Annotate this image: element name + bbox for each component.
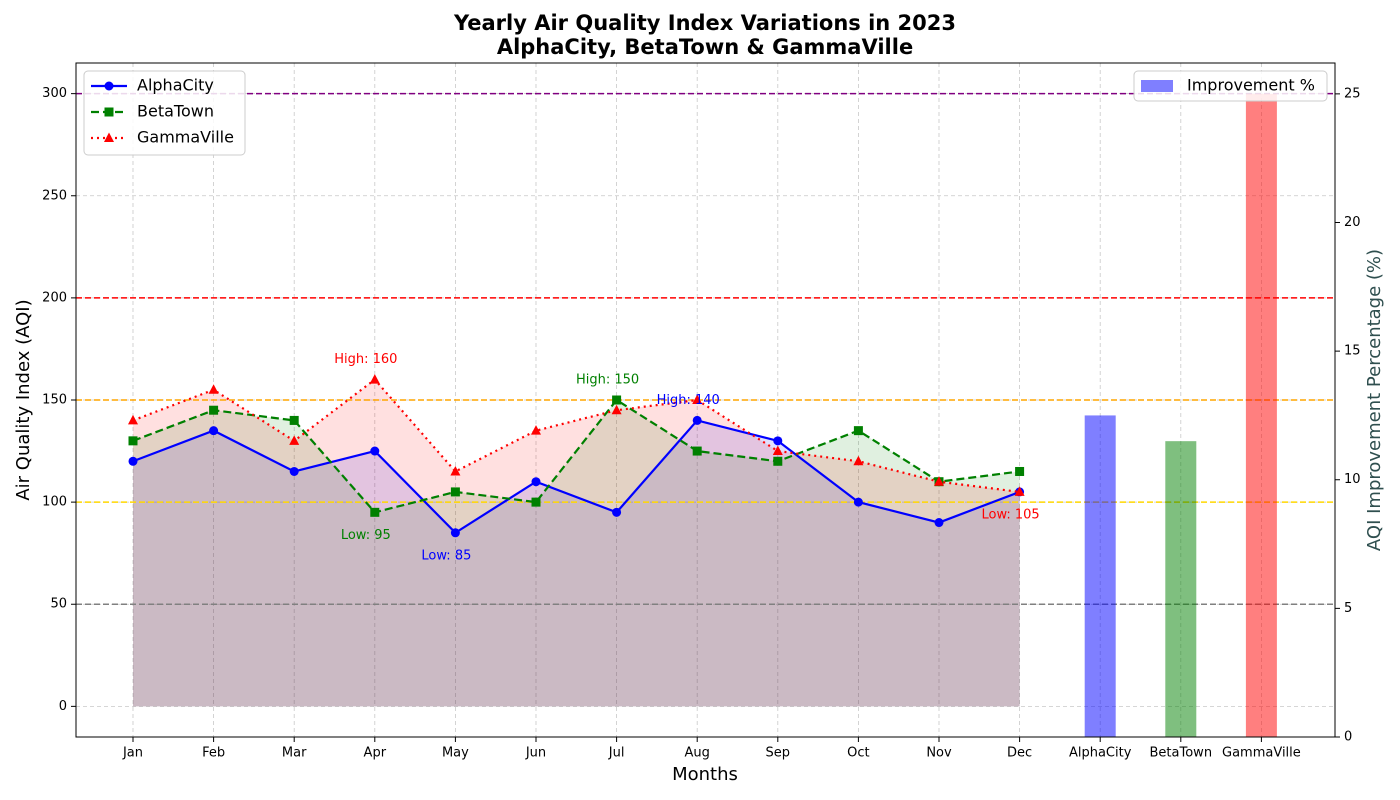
marker: [692, 415, 702, 425]
area: [133, 420, 1020, 707]
y-tick-label: 300: [42, 86, 67, 101]
legend-label: BetaTown: [137, 102, 214, 121]
y-tick-label: 150: [42, 393, 67, 408]
marker: [531, 477, 541, 487]
y2-tick-label: 20: [1344, 215, 1361, 230]
x-tick-label: Mar: [282, 746, 307, 761]
marker: [1014, 486, 1025, 496]
y-tick-label: 200: [42, 290, 67, 305]
y-tick-label: 0: [59, 699, 67, 714]
bar: [1245, 93, 1277, 737]
marker: [692, 394, 703, 404]
x-tick-label: Jan: [122, 746, 143, 761]
x-tick-label: Jun: [525, 746, 546, 761]
annotation: High: 160: [334, 352, 397, 367]
marker: [289, 415, 299, 425]
x-tick-label: Jul: [608, 746, 625, 761]
marker: [1015, 466, 1025, 476]
x-tick-label: Apr: [364, 746, 387, 761]
y-tick-label: 100: [42, 495, 67, 510]
line: [132, 398, 1020, 514]
marker: [289, 466, 299, 476]
marker: [104, 107, 114, 117]
marker: [773, 456, 783, 466]
marker: [128, 456, 138, 466]
area: [133, 379, 1020, 707]
bar: [1084, 415, 1116, 737]
marker: [209, 405, 219, 415]
marker: [289, 435, 300, 445]
x-tick-label: BetaTown: [1150, 746, 1213, 761]
marker: [773, 436, 783, 446]
y2-axis-label: AQI Improvement Percentage (%): [1364, 249, 1385, 551]
x-axis-label: Months: [672, 764, 738, 785]
bar: [1165, 441, 1197, 737]
marker: [450, 487, 460, 497]
marker: [531, 497, 541, 507]
x-tick-label: Nov: [926, 746, 952, 761]
plot-area: High: 160 Low: 95 Low: 85 High: 150 High: 14…: [42, 62, 1361, 761]
marker: [612, 507, 622, 517]
x-tick-label: Dec: [1007, 746, 1032, 761]
marker: [370, 446, 380, 456]
marker: [104, 132, 114, 142]
area: [133, 400, 1020, 707]
y-tick-label: 250: [42, 188, 67, 203]
marker: [853, 455, 864, 466]
annotation: High: 150: [576, 373, 639, 388]
legend-label: Improvement %: [1187, 76, 1315, 95]
x-tick-label: Sep: [766, 746, 791, 761]
annotation: Low: 105: [981, 507, 1039, 522]
y2-tick-label: 25: [1344, 86, 1361, 101]
marker: [209, 426, 219, 436]
legend-label: AlphaCity: [137, 76, 214, 95]
marker: [853, 426, 863, 436]
marker: [611, 404, 622, 415]
marker: [934, 518, 944, 528]
legend-label: GammaVille: [137, 128, 234, 147]
x-tick-label: AlphaCity: [1069, 746, 1132, 761]
marker: [128, 414, 138, 425]
legend: Improvement %: [1133, 70, 1328, 102]
x-tick-label: May: [442, 746, 469, 761]
marker: [612, 395, 622, 405]
legend-patch: [1141, 80, 1173, 92]
y2-tick-label: 10: [1344, 472, 1361, 487]
y-axis-label: Air Quality Index (AQI): [13, 299, 34, 500]
x-tick-label: GammaVille: [1222, 746, 1301, 761]
annotation: Low: 85: [421, 548, 471, 563]
x-tick-label: Feb: [202, 746, 225, 761]
marker: [208, 384, 219, 394]
marker: [692, 446, 702, 456]
marker: [450, 465, 461, 476]
chart-title: AlphaCity, BetaTown & GammaVille: [497, 35, 913, 59]
annotation: High: 140: [657, 393, 720, 408]
x-tick-label: Aug: [685, 746, 710, 761]
marker: [370, 507, 380, 517]
y2-tick-label: 5: [1344, 601, 1352, 616]
y-tick-label: 50: [50, 597, 67, 612]
chart-title: Yearly Air Quality Index Variations in 2…: [453, 11, 956, 35]
marker: [369, 374, 380, 384]
annotation: Low: 95: [341, 528, 391, 543]
marker: [104, 81, 114, 91]
line: [132, 419, 1020, 535]
y2-tick-label: 15: [1344, 344, 1361, 359]
x-tick-label: Oct: [847, 746, 869, 761]
marker: [450, 528, 460, 538]
y2-tick-label: 0: [1344, 730, 1352, 745]
marker: [772, 445, 783, 456]
marker: [128, 436, 138, 446]
marker: [853, 497, 863, 507]
legend-box: [83, 70, 246, 156]
legend: AlphaCity BetaTown GammaVille: [83, 70, 246, 156]
marker: [934, 476, 944, 486]
marker: [531, 425, 541, 435]
legend-box: [1133, 70, 1328, 102]
